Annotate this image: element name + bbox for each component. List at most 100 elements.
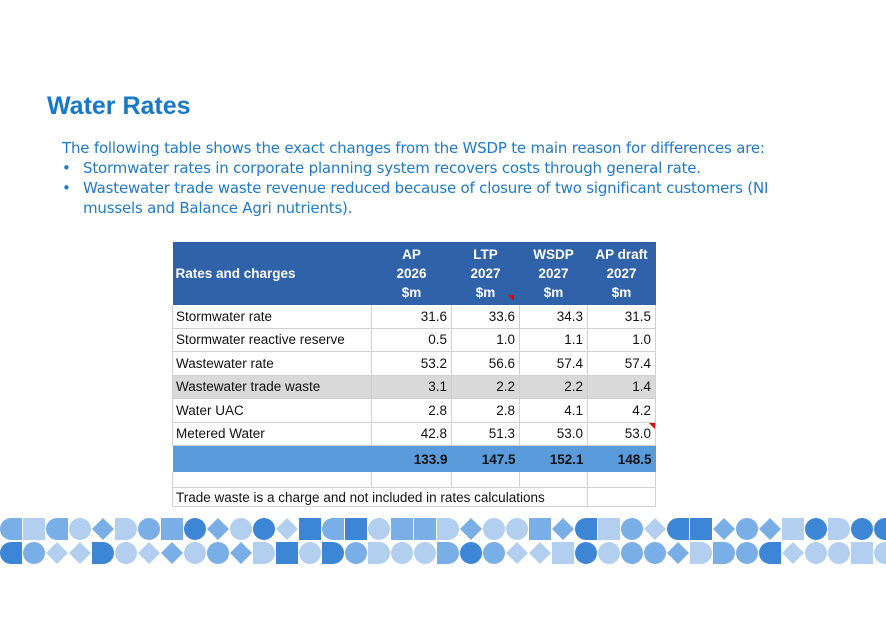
cell-value: 42.8 [371, 422, 452, 446]
row-label: Stormwater reactive reserve [172, 328, 372, 352]
cell-value: 3.1 [371, 375, 452, 399]
decorative-shape [368, 518, 390, 540]
decorative-shape [207, 518, 229, 540]
row-label: Metered Water [172, 422, 372, 446]
table-header-row: Rates and charges AP 2026 $m LTP 2027 $m WSD… [172, 242, 656, 305]
decorative-shape [460, 518, 482, 540]
decorative-shape [276, 518, 298, 540]
blank-cell [519, 472, 588, 488]
decorative-shape [92, 518, 114, 540]
row-label: Water UAC [172, 398, 372, 423]
cell-value: 53.0 [587, 422, 656, 446]
decorative-shape [437, 542, 459, 564]
decorative-shape [598, 518, 620, 540]
cell-value: 57.4 [587, 351, 656, 376]
total-value: 152.1 [519, 445, 588, 472]
decorative-shape [759, 542, 781, 564]
decorative-shape [552, 518, 574, 540]
decorative-shape [23, 518, 45, 540]
decorative-shape [575, 542, 597, 564]
cell-value: 57.4 [519, 351, 588, 376]
decorative-shape [828, 542, 850, 564]
decorative-shape [552, 542, 574, 564]
decorative-shape [713, 542, 735, 564]
table-note-row: Trade waste is a charge and not included… [172, 487, 656, 507]
decorative-shape [161, 542, 183, 564]
decorative-shape [46, 518, 68, 540]
comment-indicator-icon[interactable] [649, 422, 655, 429]
decorative-shape [690, 518, 712, 540]
decorative-shape [805, 542, 827, 564]
blank-cell [172, 472, 372, 488]
column-header-wsdp-2027: WSDP 2027 $m [519, 242, 588, 305]
decorative-shape [345, 542, 367, 564]
decorative-shape [483, 542, 505, 564]
intro-text-block: The following table shows the exact chan… [62, 138, 782, 218]
bullet-item: Stormwater rates in corporate planning s… [62, 158, 782, 178]
intro-paragraph: The following table shows the exact chan… [62, 139, 765, 157]
cell-value: 56.6 [451, 351, 520, 376]
decorative-shape [506, 518, 528, 540]
cell-value: 1.0 [451, 328, 520, 352]
decorative-shape [253, 542, 275, 564]
table-row: Stormwater rate 31.6 33.6 34.3 31.5 [172, 305, 656, 329]
decorative-shape [621, 518, 643, 540]
cell-value: 0.5 [371, 328, 452, 352]
page-title: Water Rates [47, 92, 191, 120]
blank-cell [451, 472, 520, 488]
cell-value: 1.4 [587, 375, 656, 399]
total-value: 148.5 [587, 445, 656, 472]
decorative-shape [230, 518, 252, 540]
decorative-shape [322, 518, 344, 540]
decorative-shape [276, 542, 298, 564]
decorative-shape [414, 542, 436, 564]
decorative-shape [782, 518, 804, 540]
table-blank-row [172, 472, 656, 488]
rates-table: Rates and charges AP 2026 $m LTP 2027 $m WSD… [172, 242, 656, 507]
table-total-row: 133.9 147.5 152.1 148.5 [172, 445, 656, 472]
decorative-shape [690, 542, 712, 564]
decorative-shape [391, 518, 413, 540]
cell-value: 2.8 [371, 398, 452, 423]
decorative-shape [805, 518, 827, 540]
decorative-shape [345, 518, 367, 540]
decorative-shape [322, 542, 344, 564]
table-row: Stormwater reactive reserve 0.5 1.0 1.1 … [172, 328, 656, 352]
table-row-highlighted: Wastewater trade waste 3.1 2.2 2.2 1.4 [172, 375, 656, 399]
decorative-shape [23, 542, 45, 564]
table-row: Metered Water 42.8 51.3 53.0 53.0 [172, 422, 656, 446]
table-row: Wastewater rate 53.2 56.6 57.4 57.4 [172, 351, 656, 376]
decorative-shape [69, 518, 91, 540]
decorative-shape [230, 542, 252, 564]
decorative-shape [851, 542, 873, 564]
total-value: 147.5 [451, 445, 520, 472]
row-label: Wastewater rate [172, 351, 372, 376]
cell-value: 1.0 [587, 328, 656, 352]
decorative-shape [0, 542, 22, 564]
cell-value: 4.1 [519, 398, 588, 423]
decorative-shape [299, 542, 321, 564]
row-label: Stormwater rate [172, 305, 372, 329]
cell-value: 2.8 [451, 398, 520, 423]
decorative-shape [483, 518, 505, 540]
column-header-ap-2026: AP 2026 $m [371, 242, 452, 305]
blank-cell [587, 487, 656, 507]
table-row: Water UAC 2.8 2.8 4.1 4.2 [172, 398, 656, 423]
column-header-ap-draft-2027: AP draft 2027 $m [587, 242, 656, 305]
decorative-shape [138, 518, 160, 540]
decorative-shape [414, 518, 436, 540]
decorative-shape [368, 542, 390, 564]
decorative-shape [598, 542, 620, 564]
blank-cell [371, 472, 452, 488]
decorative-shape [874, 542, 886, 564]
decorative-shape [115, 518, 137, 540]
cell-value: 31.6 [371, 305, 452, 329]
column-header-label: Rates and charges [172, 242, 372, 305]
decorative-shape [253, 518, 275, 540]
decorative-shape [69, 542, 91, 564]
comment-indicator-icon[interactable] [507, 295, 514, 301]
cell-value: 1.1 [519, 328, 588, 352]
reasons-list: Stormwater rates in corporate planning s… [62, 158, 782, 218]
decorative-shape [506, 542, 528, 564]
decorative-shape [529, 542, 551, 564]
